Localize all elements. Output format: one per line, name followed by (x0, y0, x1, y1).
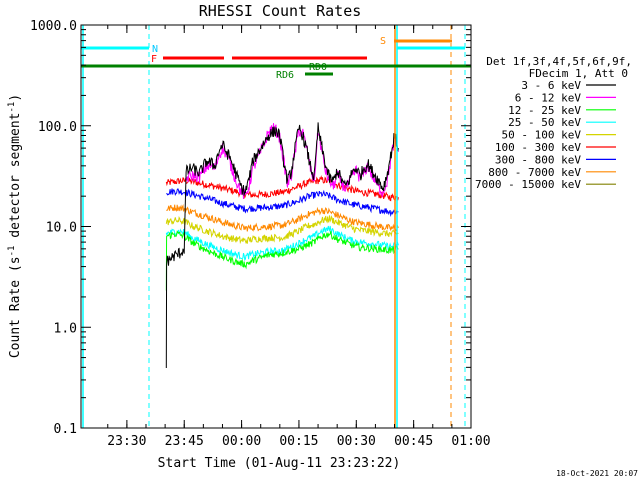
legend-entry-label: 50 - 100 keV (502, 129, 582, 142)
series-line-4 (165, 215, 399, 245)
legend-entry-label: 100 - 300 keV (495, 141, 581, 154)
x-tick-label: 00:15 (279, 434, 318, 449)
night-flag-label: N (152, 44, 158, 55)
y-tick-label: 1.0 (54, 321, 77, 336)
y-axis-label: Count Rate (s-1 detector segment-1) (7, 94, 23, 358)
chart-title: RHESSI Count Rates (199, 2, 362, 20)
legend-entry-label: 3 - 6 keV (521, 79, 581, 92)
plot-frame (80, 24, 472, 429)
legend-entry-label: 800 - 7000 keV (488, 166, 581, 179)
plot-timestamp: 18-Oct-2021 20:07 (556, 469, 638, 478)
x-tick-label: 23:30 (107, 434, 146, 449)
x-axis: 23:30 23:45 00:00 00:15 00:30 00:45 01:00 (107, 25, 491, 449)
overlay-layer: NF S RD0 RD6 (81, 25, 471, 428)
legend-entry-label: 12 - 25 keV (508, 104, 581, 117)
x-tick-label: 01:00 (451, 434, 490, 449)
x-axis-label: Start Time (01-Aug-11 23:23:22) (158, 456, 401, 471)
y-tick-label: 100.0 (38, 120, 77, 135)
series-line-3 (165, 225, 399, 262)
series-line-6 (166, 187, 399, 218)
y-tick-label: 10.0 (46, 221, 77, 236)
legend-entry-label: 6 - 12 keV (515, 91, 582, 104)
legend-entry-label: 25 - 50 keV (508, 116, 581, 129)
flare-flag-label: F (151, 54, 157, 65)
legend-header-decimation: FDecim 1, Att 0 (529, 67, 628, 80)
legend: Det 1f,3f,4f,5f,6f,9f, FDecim 1, Att 0 3… (475, 55, 632, 191)
rd0-flag-label: RD0 (309, 62, 327, 73)
y-tick-label: 0.1 (54, 422, 77, 437)
x-tick-label: 23:45 (165, 434, 204, 449)
series-layer (165, 122, 399, 369)
series-line-7 (166, 203, 399, 232)
legend-entry-label: 300 - 800 keV (495, 153, 581, 166)
legend-entry-label: 7000 - 15000 keV (475, 178, 581, 191)
x-tick-label: 00:00 (222, 434, 261, 449)
x-tick-label: 00:45 (394, 434, 433, 449)
series-line-0 (165, 122, 399, 369)
y-axis: 0.1 1.0 10.0 100.0 1000.0 (30, 19, 471, 437)
series-line-5 (165, 175, 399, 202)
x-tick-label: 00:30 (337, 434, 376, 449)
legend-header-detectors: Det 1f,3f,4f,5f,6f,9f, (486, 55, 632, 68)
saa-flag-label: S (380, 36, 386, 47)
y-tick-label: 1000.0 (30, 19, 77, 34)
series-line-2 (165, 230, 399, 291)
rd6-flag-label: RD6 (276, 70, 294, 81)
